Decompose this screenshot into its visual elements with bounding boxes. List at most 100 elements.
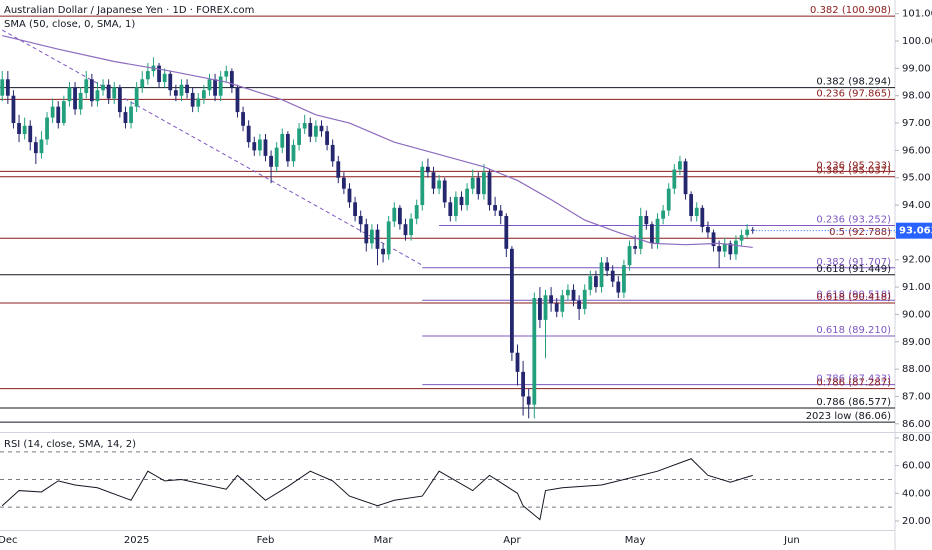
candle-body: [45, 117, 49, 140]
y-tick-label: 20.00: [902, 516, 931, 527]
candle-body: [510, 248, 514, 353]
candle-body: [386, 221, 391, 255]
candle-body: [672, 169, 677, 189]
candle-body: [106, 84, 111, 99]
candle-body: [11, 95, 16, 124]
candle-body: [358, 216, 363, 225]
last-price-tag: [896, 222, 932, 239]
candle-body: [313, 125, 318, 137]
candle-body: [431, 172, 436, 189]
candle-body: [201, 90, 206, 99]
candle-body: [274, 147, 279, 167]
candle-body: [308, 123, 313, 137]
candle-body: [526, 396, 531, 405]
y-tick-label: 95.00: [902, 173, 931, 184]
candle-body: [218, 76, 223, 96]
y-tick-label: 92.00: [902, 255, 931, 266]
candle-body: [498, 210, 503, 216]
candle-body: [392, 207, 397, 222]
candle-body: [95, 90, 100, 102]
candle-body: [269, 155, 273, 167]
candle-body: [397, 207, 402, 225]
candle-body: [633, 246, 638, 249]
y-tick-label: 100.00: [902, 36, 932, 47]
rsi-line: [1, 458, 753, 521]
candle-body: [28, 125, 33, 143]
fib-label: 0.786 (87.287): [816, 378, 891, 389]
candle-body: [442, 180, 447, 203]
candle-body: [560, 295, 565, 312]
candle-body: [0, 79, 5, 96]
candle-body: [470, 177, 475, 189]
fib-label: 0.236 (93.252): [816, 215, 891, 226]
candle-body: [465, 188, 470, 206]
fib-label: 0.618 (91.449): [816, 264, 891, 275]
y-tick-label: 96.00: [902, 145, 931, 156]
fib-label: 0.236 (95.233): [816, 160, 891, 171]
candle-body: [280, 133, 285, 148]
candle-body: [532, 298, 537, 405]
candle-body: [50, 106, 55, 118]
candle-body: [566, 289, 570, 296]
candle-body: [213, 79, 217, 96]
candle-body: [616, 281, 621, 293]
candle-body: [711, 232, 716, 247]
candle-body: [123, 112, 128, 124]
candle-body: [459, 196, 464, 206]
candle-body: [588, 276, 593, 290]
candle-body: [145, 71, 150, 80]
candle-body: [112, 87, 117, 99]
candle-body: [403, 224, 408, 236]
candle-body: [162, 73, 167, 83]
fib-label: 0.5 (92.788): [829, 227, 891, 238]
candle-body: [129, 106, 133, 124]
candle-body: [650, 224, 654, 244]
candle-body: [117, 87, 122, 113]
candle-body: [543, 295, 548, 320]
candle-body: [185, 84, 189, 93]
fib-label: 0.618 (90.518): [816, 289, 891, 300]
candle-body: [73, 87, 77, 110]
y-tick-label: 87.00: [902, 391, 931, 402]
y-tick-label: 91.00: [902, 282, 931, 293]
fib-label: 0.786 (86.577): [816, 397, 891, 408]
fib-label: 0.382 (98.294): [816, 77, 891, 88]
sma-line: [2, 34, 753, 249]
candle-body: [330, 144, 335, 162]
candle-body: [78, 92, 83, 110]
candle-body: [610, 270, 615, 282]
candle-body: [381, 248, 385, 255]
candle-body: [235, 87, 240, 113]
candle-body: [577, 300, 582, 309]
y-tick-label: 94.00: [902, 200, 931, 211]
candle-body: [246, 125, 251, 143]
candle-body: [89, 79, 94, 102]
y-tick-label: 90.00: [902, 309, 931, 320]
plot: 86.0087.0088.0089.0090.0091.0092.0093.00…: [0, 5, 932, 546]
y-tick-label: 80.00: [902, 433, 931, 444]
candle-body: [414, 205, 419, 219]
fib-label: 0.786 (87.433): [816, 374, 891, 385]
candle-body: [745, 229, 750, 236]
candle-body: [5, 79, 10, 96]
candle-body: [487, 172, 492, 206]
fib-label: 2023 low (86.06): [806, 411, 891, 422]
candle-body: [515, 352, 520, 372]
candle-body: [476, 177, 481, 195]
candle-body: [157, 65, 161, 83]
candle-body: [605, 262, 610, 271]
candle-body: [224, 71, 229, 77]
candle-body: [689, 194, 694, 216]
candle-body: [353, 202, 357, 216]
trendline: [1, 29, 423, 266]
fib-label: 0.382 (100.908): [810, 5, 891, 16]
y-tick-label: 101.00: [902, 9, 932, 20]
fib-label: 0.382 (95.037): [816, 166, 891, 177]
candle-body: [734, 240, 738, 255]
candle-body: [706, 226, 710, 233]
candle-body: [341, 177, 346, 189]
candle-body: [448, 202, 453, 216]
x-tick-label: 2025: [124, 535, 149, 546]
